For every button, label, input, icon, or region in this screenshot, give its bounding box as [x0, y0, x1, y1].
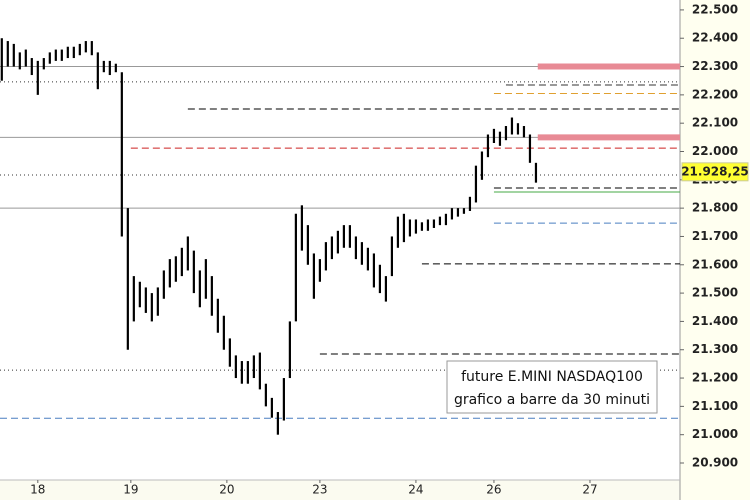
annotation-text: future E.MINI NASDAQ100 — [461, 369, 643, 385]
y-tick-label: 22.100 — [692, 116, 738, 130]
annotation-box — [446, 360, 658, 414]
y-tick-label: 22.500 — [692, 2, 738, 16]
levels — [0, 63, 680, 419]
axes: 22.500 22.400 22.300 22.200 22.100 22.000 21.9… — [30, 2, 749, 496]
y-tick-label: 21.700 — [692, 229, 738, 243]
x-tick-label: 18 — [30, 483, 45, 497]
y-tick-label: 22.200 — [692, 87, 738, 101]
x-tick-label: 20 — [219, 483, 234, 497]
y-tick-label: 20.900 — [692, 456, 738, 470]
x-tick-label: 23 — [312, 483, 327, 497]
annotation-text: grafico a barre da 30 minuti — [454, 392, 650, 408]
x-tick-label: 26 — [486, 483, 501, 497]
y-tick-label: 22.000 — [692, 144, 738, 158]
y-tick-label: 21.000 — [692, 427, 738, 441]
last-price-label: 21.928,25 — [681, 164, 749, 178]
y-axis-panel — [680, 0, 750, 500]
y-tick-label: 21.300 — [692, 342, 738, 356]
y-tick-label: 21.800 — [692, 201, 738, 215]
y-tick-label: 21.100 — [692, 399, 738, 413]
y-tick-label: 21.400 — [692, 314, 738, 328]
y-tick-label: 22.300 — [692, 59, 738, 73]
x-tick-label: 24 — [408, 483, 423, 497]
x-tick-label: 19 — [123, 483, 138, 497]
y-tick-label: 22.400 — [692, 31, 738, 45]
x-tick-label: 27 — [582, 483, 597, 497]
y-tick-label: 21.500 — [692, 286, 738, 300]
y-tick-label: 21.600 — [692, 257, 738, 271]
y-tick-label: 21.200 — [692, 371, 738, 385]
bars — [0, 38, 538, 435]
x-axis-panel — [0, 480, 680, 500]
last-price-box — [681, 162, 749, 182]
